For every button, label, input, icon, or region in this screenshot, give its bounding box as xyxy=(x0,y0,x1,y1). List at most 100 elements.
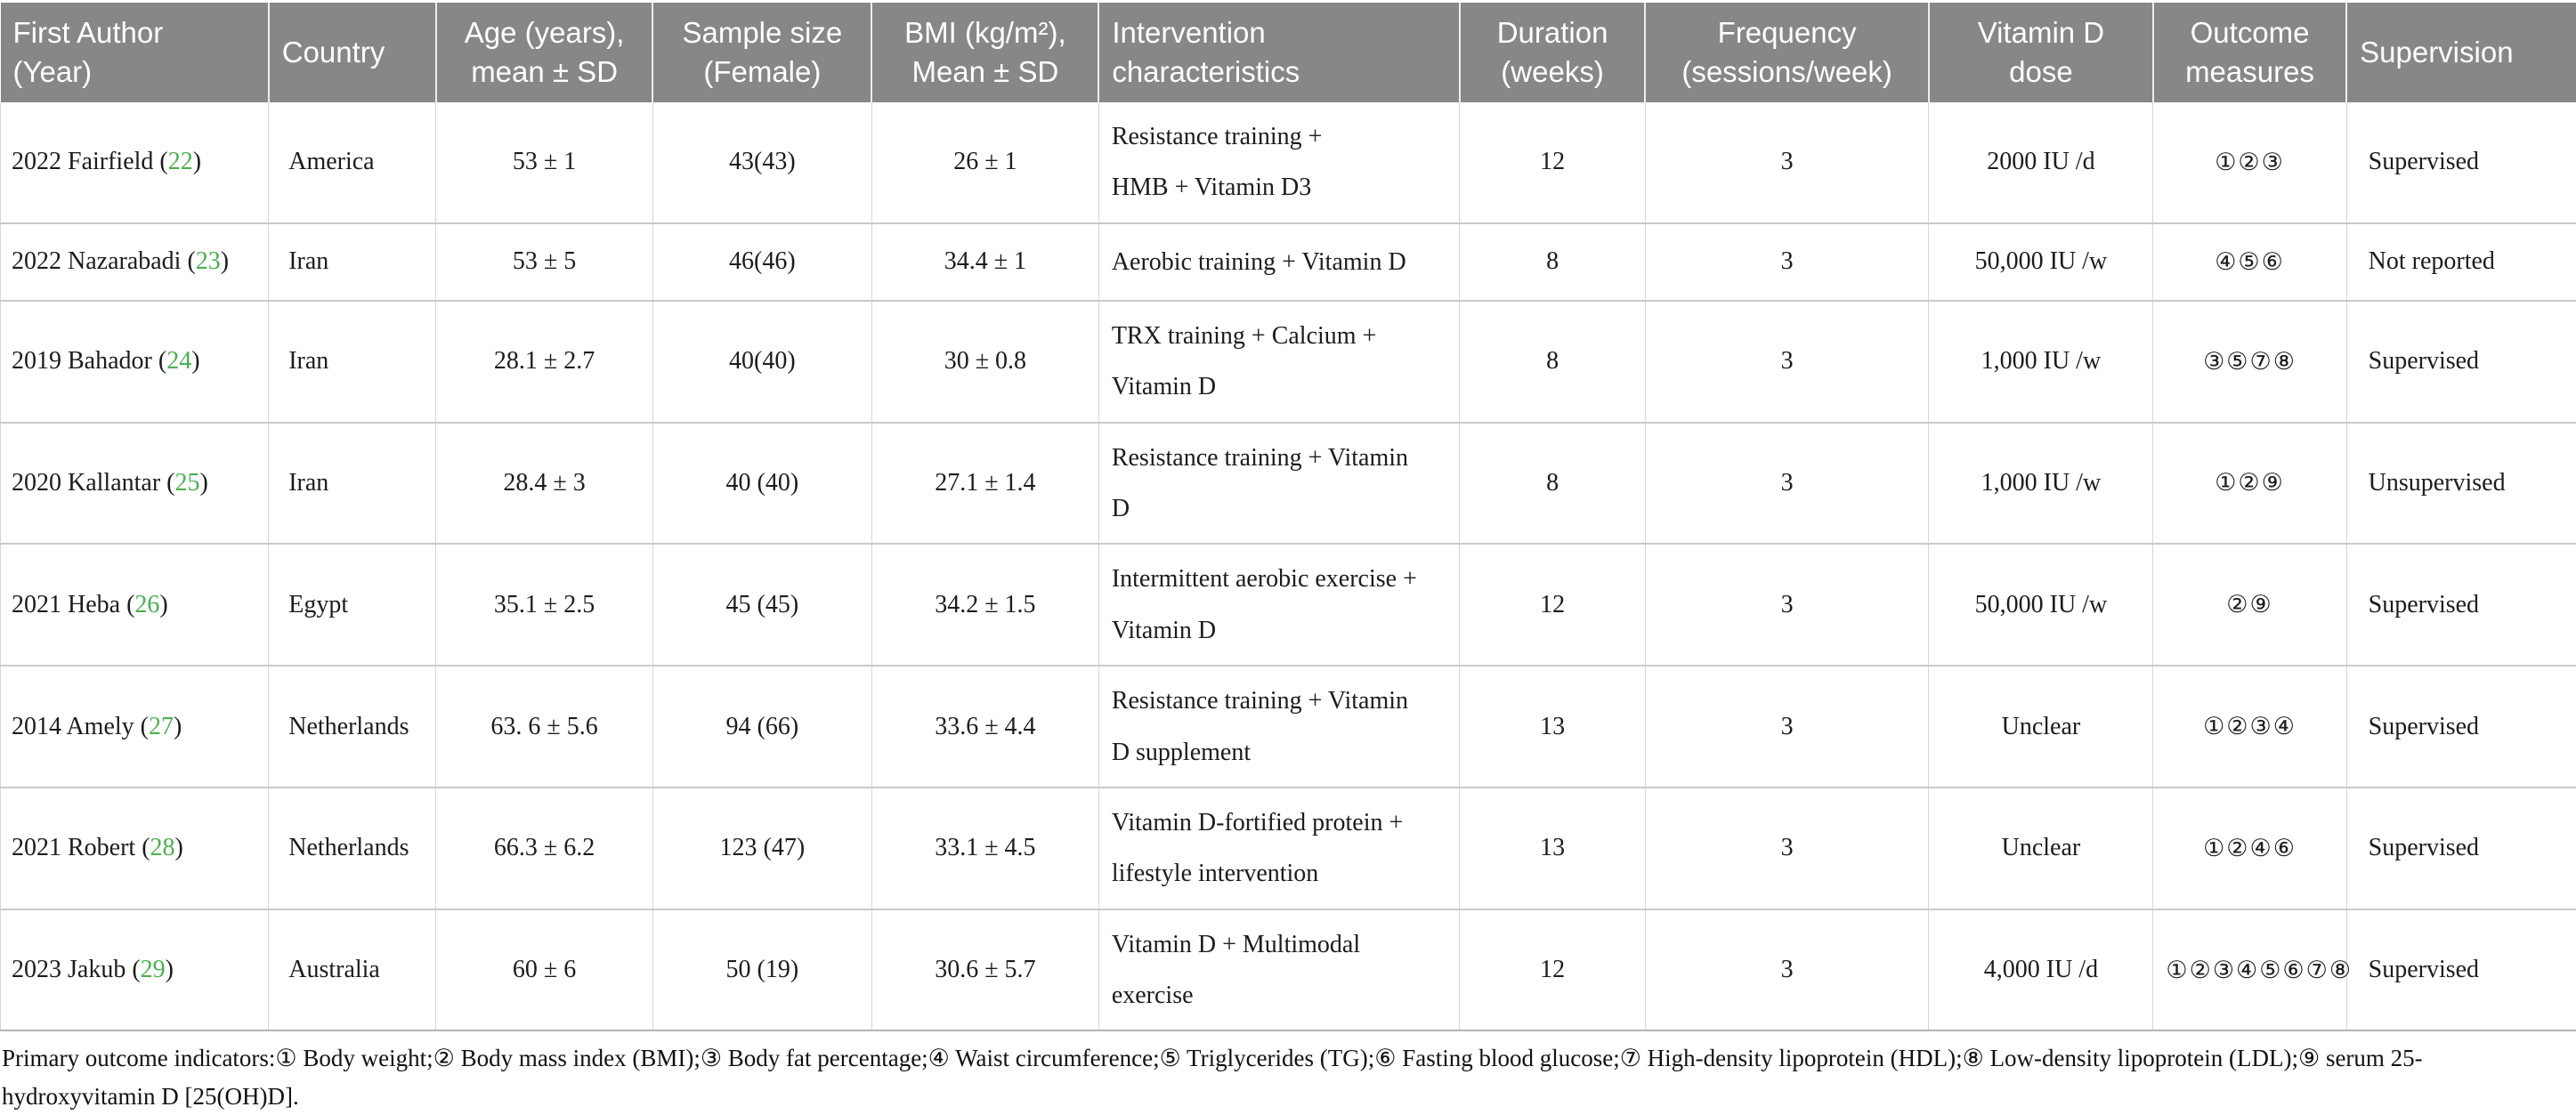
column-header-age: Age (years), mean ± SD xyxy=(436,3,652,102)
cell-outcomes: ①②③ xyxy=(2153,102,2346,223)
cell-country: Iran xyxy=(269,223,436,301)
cell-outcomes: ③⑤⑦⑧ xyxy=(2153,301,2346,423)
cell-intervention: Resistance training + Vitamin D xyxy=(1098,423,1459,545)
cell-supervision: Supervised xyxy=(2346,301,2576,423)
cell-frequency: 3 xyxy=(1645,666,1929,788)
cell-age: 53 ± 1 xyxy=(436,102,652,223)
cell-bmi: 34.2 ± 1.5 xyxy=(871,544,1098,666)
column-header-frequency: Frequency (sessions/week) xyxy=(1645,3,1929,102)
cell-supervision: Not reported xyxy=(2346,223,2576,301)
citation-link[interactable]: 27 xyxy=(149,713,174,740)
cell-author: 2021 Heba (26) xyxy=(1,544,269,666)
cell-age: 63. 6 ± 5.6 xyxy=(436,666,652,788)
cell-sample: 50 (19) xyxy=(652,909,871,1031)
cell-duration: 12 xyxy=(1460,102,1646,223)
cell-country: America xyxy=(269,102,436,223)
cell-sample: 43(43) xyxy=(652,102,871,223)
cell-outcomes: ①②③④⑤⑥⑦⑧ xyxy=(2153,909,2346,1031)
cell-dose: Unclear xyxy=(1929,666,2153,788)
column-header-outcomes: Outcome measures xyxy=(2153,3,2346,102)
cell-sample: 46(46) xyxy=(652,223,871,301)
cell-dose: 2000 IU /d xyxy=(1929,102,2153,223)
cell-sample: 40 (40) xyxy=(652,423,871,545)
cell-sample: 123 (47) xyxy=(652,788,871,909)
column-header-author: First Author (Year) xyxy=(1,3,269,102)
cell-bmi: 33.6 ± 4.4 xyxy=(871,666,1098,788)
cell-bmi: 33.1 ± 4.5 xyxy=(871,788,1098,909)
cell-intervention: Resistance training + Vitamin D suppleme… xyxy=(1098,666,1459,788)
cell-age: 60 ± 6 xyxy=(436,909,652,1031)
cell-frequency: 3 xyxy=(1645,301,1929,423)
cell-bmi: 30 ± 0.8 xyxy=(871,301,1098,423)
cell-outcomes: ②⑨ xyxy=(2153,544,2346,666)
cell-author: 2022 Fairfield (22) xyxy=(1,102,269,223)
citation-link[interactable]: 24 xyxy=(166,347,191,375)
citation-link[interactable]: 23 xyxy=(196,247,221,275)
column-header-supervision: Supervision xyxy=(2346,3,2576,102)
cell-duration: 8 xyxy=(1460,423,1646,545)
cell-bmi: 27.1 ± 1.4 xyxy=(871,423,1098,545)
cell-duration: 12 xyxy=(1460,909,1646,1031)
cell-outcomes: ①②⑨ xyxy=(2153,423,2346,545)
cell-sample: 94 (66) xyxy=(652,666,871,788)
cell-supervision: Supervised xyxy=(2346,909,2576,1031)
citation-link[interactable]: 29 xyxy=(141,956,166,983)
cell-outcomes: ①②③④ xyxy=(2153,666,2346,788)
cell-country: Netherlands xyxy=(269,788,436,909)
cell-author: 2023 Jakub (29) xyxy=(1,909,269,1031)
cell-country: Iran xyxy=(269,301,436,423)
cell-age: 66.3 ± 6.2 xyxy=(436,788,652,909)
cell-frequency: 3 xyxy=(1645,102,1929,223)
cell-supervision: Supervised xyxy=(2346,544,2576,666)
cell-intervention: Resistance training + HMB + Vitamin D3 xyxy=(1098,102,1459,223)
cell-age: 28.4 ± 3 xyxy=(436,423,652,545)
cell-author: 2022 Nazarabadi (23) xyxy=(1,223,269,301)
cell-dose: 4,000 IU /d xyxy=(1929,909,2153,1031)
cell-dose: 1,000 IU /w xyxy=(1929,423,2153,545)
citation-link[interactable]: 26 xyxy=(134,591,159,618)
column-header-dose: Vitamin D dose xyxy=(1929,3,2153,102)
cell-dose: 50,000 IU /w xyxy=(1929,544,2153,666)
cell-author: 2020 Kallantar (25) xyxy=(1,423,269,545)
cell-intervention: Vitamin D-fortified protein + lifestyle … xyxy=(1098,788,1459,909)
cell-age: 53 ± 5 xyxy=(436,223,652,301)
cell-age: 28.1 ± 2.7 xyxy=(436,301,652,423)
cell-dose: Unclear xyxy=(1929,788,2153,909)
column-header-sample: Sample size (Female) xyxy=(652,3,871,102)
cell-outcomes: ①②④⑥ xyxy=(2153,788,2346,909)
column-header-intervention: Intervention characteristics xyxy=(1098,3,1459,102)
cell-duration: 13 xyxy=(1460,788,1646,909)
cell-dose: 50,000 IU /w xyxy=(1929,223,2153,301)
cell-intervention: TRX training + Calcium + Vitamin D xyxy=(1098,301,1459,423)
cell-country: Australia xyxy=(269,909,436,1031)
cell-frequency: 3 xyxy=(1645,423,1929,545)
cell-author: 2014 Amely (27) xyxy=(1,666,269,788)
cell-frequency: 3 xyxy=(1645,223,1929,301)
cell-intervention: Aerobic training + Vitamin D xyxy=(1098,223,1459,301)
cell-frequency: 3 xyxy=(1645,788,1929,909)
cell-duration: 8 xyxy=(1460,301,1646,423)
citation-link[interactable]: 22 xyxy=(168,148,193,175)
column-header-country: Country xyxy=(269,3,436,102)
cell-outcomes: ④⑤⑥ xyxy=(2153,223,2346,301)
citation-link[interactable]: 25 xyxy=(175,469,200,497)
cell-country: Iran xyxy=(269,423,436,545)
cell-intervention: Intermittent aerobic exercise + Vitamin … xyxy=(1098,544,1459,666)
column-header-bmi: BMI (kg/m²), Mean ± SD xyxy=(871,3,1098,102)
cell-duration: 8 xyxy=(1460,223,1646,301)
cell-sample: 40(40) xyxy=(652,301,871,423)
cell-supervision: Supervised xyxy=(2346,788,2576,909)
cell-bmi: 34.4 ± 1 xyxy=(871,223,1098,301)
citation-link[interactable]: 28 xyxy=(150,834,175,861)
cell-frequency: 3 xyxy=(1645,544,1929,666)
cell-sample: 45 (45) xyxy=(652,544,871,666)
table-footnote: Primary outcome indicators:① Body weight… xyxy=(0,1031,2576,1114)
